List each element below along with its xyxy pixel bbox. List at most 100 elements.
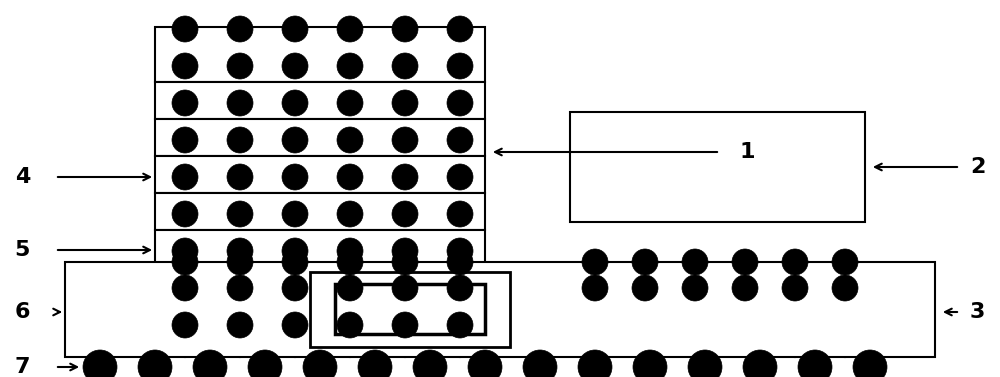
Bar xyxy=(155,27,485,82)
Ellipse shape xyxy=(227,238,253,264)
Ellipse shape xyxy=(633,350,667,377)
Bar xyxy=(155,156,485,193)
Ellipse shape xyxy=(172,201,198,227)
Ellipse shape xyxy=(227,90,253,116)
Ellipse shape xyxy=(392,127,418,153)
Ellipse shape xyxy=(337,249,363,275)
Ellipse shape xyxy=(832,249,858,275)
Ellipse shape xyxy=(172,275,198,301)
Text: 3: 3 xyxy=(970,302,985,322)
Bar xyxy=(310,272,510,347)
Bar xyxy=(570,112,865,222)
Ellipse shape xyxy=(282,164,308,190)
Ellipse shape xyxy=(227,164,253,190)
Ellipse shape xyxy=(447,16,473,42)
Ellipse shape xyxy=(337,312,363,338)
Ellipse shape xyxy=(83,350,117,377)
Text: 5: 5 xyxy=(15,240,30,260)
Ellipse shape xyxy=(782,275,808,301)
Bar xyxy=(155,230,485,267)
Ellipse shape xyxy=(227,53,253,79)
Ellipse shape xyxy=(282,275,308,301)
Ellipse shape xyxy=(248,350,282,377)
Ellipse shape xyxy=(832,275,858,301)
Bar xyxy=(155,267,485,304)
Ellipse shape xyxy=(172,312,198,338)
Text: 1: 1 xyxy=(740,142,756,162)
Ellipse shape xyxy=(282,53,308,79)
Ellipse shape xyxy=(632,275,658,301)
Ellipse shape xyxy=(392,164,418,190)
Ellipse shape xyxy=(337,90,363,116)
Ellipse shape xyxy=(172,249,198,275)
Ellipse shape xyxy=(447,238,473,264)
Ellipse shape xyxy=(337,127,363,153)
Ellipse shape xyxy=(523,350,557,377)
Ellipse shape xyxy=(282,249,308,275)
Ellipse shape xyxy=(392,16,418,42)
Ellipse shape xyxy=(732,249,758,275)
Ellipse shape xyxy=(227,201,253,227)
Ellipse shape xyxy=(282,238,308,264)
Ellipse shape xyxy=(337,201,363,227)
Ellipse shape xyxy=(337,53,363,79)
Ellipse shape xyxy=(227,312,253,338)
Ellipse shape xyxy=(172,127,198,153)
Bar xyxy=(155,119,485,156)
Ellipse shape xyxy=(282,201,308,227)
Bar xyxy=(155,193,485,230)
Ellipse shape xyxy=(688,350,722,377)
Text: 6: 6 xyxy=(14,302,30,322)
Bar xyxy=(335,284,485,334)
Ellipse shape xyxy=(413,350,447,377)
Ellipse shape xyxy=(447,90,473,116)
Ellipse shape xyxy=(337,275,363,301)
Ellipse shape xyxy=(743,350,777,377)
Ellipse shape xyxy=(447,249,473,275)
Ellipse shape xyxy=(732,275,758,301)
Ellipse shape xyxy=(303,350,337,377)
Ellipse shape xyxy=(172,164,198,190)
Ellipse shape xyxy=(468,350,502,377)
Ellipse shape xyxy=(632,249,658,275)
Ellipse shape xyxy=(392,238,418,264)
Ellipse shape xyxy=(447,275,473,301)
Ellipse shape xyxy=(227,127,253,153)
Ellipse shape xyxy=(447,164,473,190)
Ellipse shape xyxy=(682,275,708,301)
Ellipse shape xyxy=(798,350,832,377)
Ellipse shape xyxy=(578,350,612,377)
Ellipse shape xyxy=(392,249,418,275)
Ellipse shape xyxy=(853,350,887,377)
Ellipse shape xyxy=(392,90,418,116)
Ellipse shape xyxy=(282,90,308,116)
Ellipse shape xyxy=(282,312,308,338)
Ellipse shape xyxy=(172,238,198,264)
Bar xyxy=(155,82,485,119)
Ellipse shape xyxy=(392,312,418,338)
Text: 7: 7 xyxy=(14,357,30,377)
Ellipse shape xyxy=(227,249,253,275)
Ellipse shape xyxy=(447,312,473,338)
Ellipse shape xyxy=(227,275,253,301)
Ellipse shape xyxy=(193,350,227,377)
Ellipse shape xyxy=(392,201,418,227)
Text: 2: 2 xyxy=(970,157,985,177)
Ellipse shape xyxy=(138,350,172,377)
Ellipse shape xyxy=(682,249,708,275)
Ellipse shape xyxy=(282,127,308,153)
Ellipse shape xyxy=(172,53,198,79)
Ellipse shape xyxy=(282,16,308,42)
Bar xyxy=(65,262,935,357)
Ellipse shape xyxy=(172,90,198,116)
Ellipse shape xyxy=(337,16,363,42)
Ellipse shape xyxy=(447,201,473,227)
Ellipse shape xyxy=(782,249,808,275)
Ellipse shape xyxy=(447,53,473,79)
Ellipse shape xyxy=(582,249,608,275)
Ellipse shape xyxy=(337,238,363,264)
Ellipse shape xyxy=(358,350,392,377)
Ellipse shape xyxy=(172,16,198,42)
Ellipse shape xyxy=(392,53,418,79)
Ellipse shape xyxy=(447,127,473,153)
